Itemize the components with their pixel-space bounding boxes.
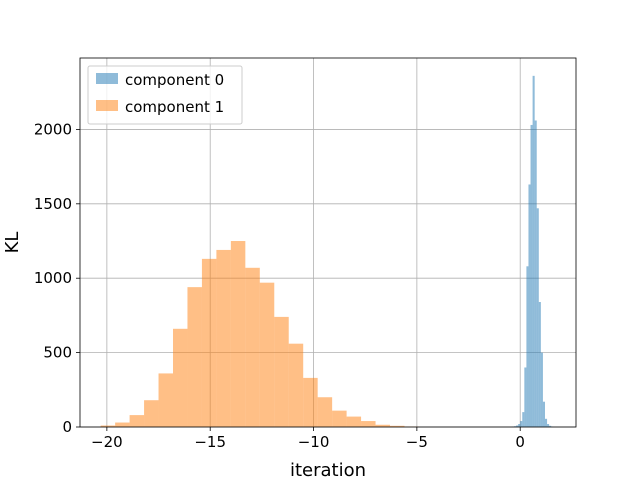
legend-label-component-0: component 0 xyxy=(125,71,224,89)
bar xyxy=(538,302,541,427)
bar xyxy=(549,425,552,427)
bar xyxy=(100,425,116,427)
bar xyxy=(230,241,246,427)
plot-frame xyxy=(79,57,577,428)
bar xyxy=(524,367,527,427)
bar xyxy=(530,124,533,428)
axis-ticks: −20 −15 −10 −5 0 0 500 1000 1500 2000 xyxy=(34,120,525,451)
bar xyxy=(144,400,159,427)
bar xyxy=(115,422,130,427)
legend-box xyxy=(87,65,243,125)
bar xyxy=(526,266,529,427)
y-tick-label: 500 xyxy=(43,344,72,362)
bar xyxy=(542,401,545,427)
x-tick-label: −5 xyxy=(406,433,428,451)
bar xyxy=(516,425,519,427)
bar xyxy=(540,352,543,427)
bar xyxy=(520,421,523,427)
legend-label-component-1: component 1 xyxy=(125,98,224,116)
bar xyxy=(303,377,318,427)
bar xyxy=(259,282,275,427)
x-tick-label: −10 xyxy=(298,433,330,451)
x-tick-label: −20 xyxy=(91,433,123,451)
series-component-1 xyxy=(100,241,419,427)
bar xyxy=(173,328,188,427)
bar xyxy=(288,343,304,427)
series-component-0 xyxy=(511,75,554,428)
bar xyxy=(518,424,521,427)
legend: component 0 component 1 xyxy=(87,65,243,125)
x-tick-label: 0 xyxy=(515,433,525,451)
y-tick-label: 2000 xyxy=(34,120,72,138)
x-tick-label: −15 xyxy=(194,433,226,451)
bar xyxy=(274,316,289,427)
y-axis-label: KL xyxy=(2,232,23,254)
legend-swatch-component-0 xyxy=(96,73,118,84)
bar xyxy=(528,184,531,427)
legend-swatch-component-1 xyxy=(96,100,118,111)
bar xyxy=(332,410,347,427)
x-axis-label: iteration xyxy=(290,460,366,480)
bar xyxy=(390,425,405,427)
y-tick-label: 1500 xyxy=(34,195,72,213)
bar xyxy=(375,424,390,427)
bar xyxy=(201,258,217,427)
bar xyxy=(534,120,537,427)
bar xyxy=(129,415,145,427)
bar xyxy=(346,416,362,427)
bar xyxy=(317,397,333,427)
bar xyxy=(216,249,231,427)
y-tick-label: 1000 xyxy=(34,269,72,287)
bar xyxy=(536,208,539,427)
bar xyxy=(547,424,550,427)
bar xyxy=(361,421,376,427)
bar xyxy=(245,267,260,427)
bar xyxy=(522,412,525,427)
bar xyxy=(158,373,173,427)
bar xyxy=(532,75,535,428)
y-tick-label: 0 xyxy=(62,418,72,436)
histogram-bars xyxy=(100,75,554,428)
bar xyxy=(187,287,202,427)
bar xyxy=(545,418,548,427)
